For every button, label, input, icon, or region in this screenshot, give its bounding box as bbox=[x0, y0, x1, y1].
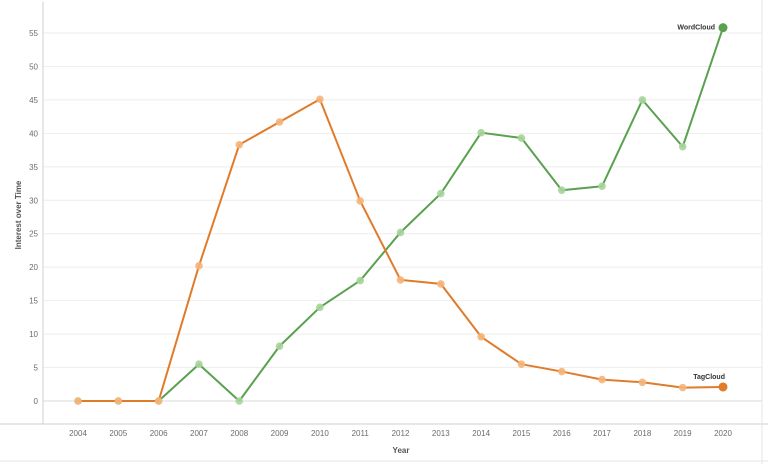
data-point bbox=[718, 382, 728, 392]
data-point bbox=[275, 342, 284, 350]
x-tick-label: 2012 bbox=[392, 429, 410, 438]
x-tick-label: 2013 bbox=[432, 429, 450, 438]
y-tick-label: 55 bbox=[29, 29, 38, 38]
series-line bbox=[77, 98, 724, 402]
data-point bbox=[356, 197, 364, 205]
x-tick-label: 2016 bbox=[553, 429, 571, 438]
x-tick-label: 2004 bbox=[69, 429, 87, 438]
x-tick-label: 2007 bbox=[190, 429, 208, 438]
data-point bbox=[316, 303, 324, 312]
data-point bbox=[598, 182, 606, 191]
data-point bbox=[195, 360, 203, 369]
data-point bbox=[437, 189, 445, 198]
x-tick-label: 2018 bbox=[633, 429, 651, 438]
x-tick-label: 2011 bbox=[352, 429, 370, 438]
data-point bbox=[638, 96, 647, 104]
y-tick-label: 10 bbox=[29, 330, 38, 339]
data-point bbox=[477, 332, 485, 341]
series-wordcloud: WordCloud bbox=[74, 23, 728, 405]
x-axis-title: Year bbox=[393, 446, 410, 455]
x-tick-label: 2009 bbox=[271, 429, 289, 438]
y-axis-ticks: 0 5 10 15 20 25 30 35 40 45 50 55 bbox=[29, 29, 38, 406]
x-tick-label: 2019 bbox=[674, 429, 692, 438]
data-point bbox=[678, 383, 687, 392]
y-axis-title: Interest over Time bbox=[14, 180, 23, 249]
data-point bbox=[718, 23, 728, 33]
data-point bbox=[557, 367, 566, 376]
y-tick-label: 15 bbox=[29, 297, 38, 306]
y-tick-label: 5 bbox=[34, 364, 39, 373]
data-point bbox=[477, 128, 485, 137]
x-tick-label: 2006 bbox=[150, 429, 168, 438]
data-point bbox=[517, 134, 526, 142]
y-tick-label: 50 bbox=[29, 62, 38, 71]
data-point bbox=[517, 360, 526, 369]
x-tick-label: 2014 bbox=[472, 429, 490, 438]
gridlines bbox=[43, 32, 762, 402]
x-tick-label: 2008 bbox=[230, 429, 248, 438]
data-point bbox=[154, 397, 163, 405]
x-tick-label: 2010 bbox=[311, 429, 329, 438]
y-tick-label: 30 bbox=[29, 196, 38, 205]
y-tick-label: 25 bbox=[29, 230, 38, 239]
x-tick-label: 2017 bbox=[593, 429, 611, 438]
data-point bbox=[598, 375, 606, 384]
y-tick-label: 40 bbox=[29, 129, 38, 138]
y-tick-label: 45 bbox=[29, 96, 38, 105]
data-point bbox=[275, 118, 284, 126]
x-tick-label: 2005 bbox=[109, 429, 127, 438]
series-end-label: TagCloud bbox=[693, 374, 725, 381]
data-point bbox=[437, 280, 445, 288]
data-point bbox=[356, 276, 364, 285]
data-point bbox=[74, 397, 82, 405]
data-point bbox=[396, 276, 405, 284]
data-point bbox=[114, 397, 123, 405]
series-layer: WordCloud TagCloud bbox=[74, 23, 728, 405]
x-axis-ticks: 2004 2005 2006 2007 2008 2009 2010 2011 2012 2013… bbox=[69, 429, 732, 438]
data-point bbox=[557, 186, 566, 195]
data-point bbox=[316, 95, 324, 104]
data-point bbox=[638, 378, 647, 387]
data-point bbox=[235, 140, 244, 149]
x-tick-label: 2020 bbox=[714, 429, 732, 438]
series-end-label: WordCloud bbox=[677, 25, 715, 32]
x-tick-label: 2015 bbox=[513, 429, 531, 438]
data-point bbox=[678, 142, 687, 151]
y-tick-label: 0 bbox=[34, 397, 39, 406]
series-tagcloud: TagCloud bbox=[74, 95, 728, 405]
y-tick-label: 35 bbox=[29, 163, 38, 172]
data-point bbox=[396, 228, 405, 237]
y-tick-label: 20 bbox=[29, 263, 38, 272]
data-point bbox=[195, 262, 203, 270]
data-point bbox=[235, 397, 244, 405]
